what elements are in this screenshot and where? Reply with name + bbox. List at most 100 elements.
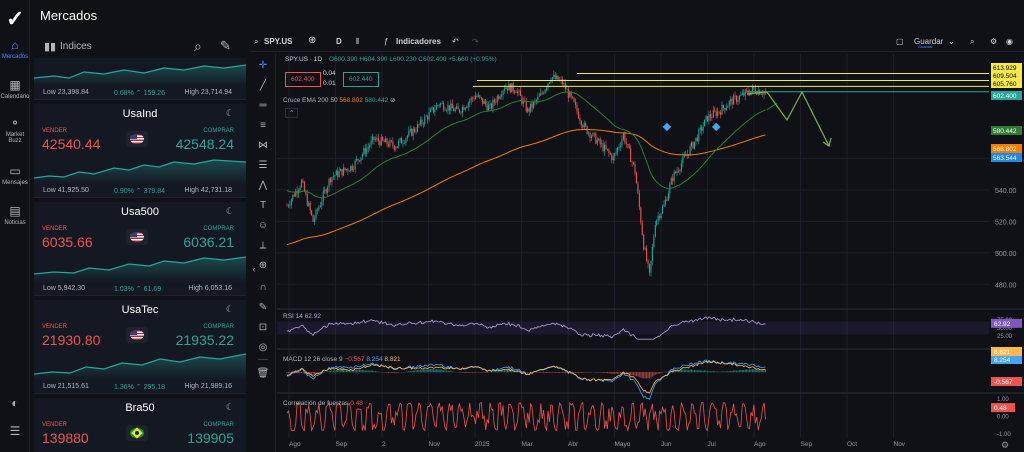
candle-body: [498, 96, 500, 99]
candle-body: [698, 129, 700, 142]
market-card-usaind[interactable]: UsaInd ☾ VENDER COMPRAR 42540.44 42548.2…: [34, 104, 246, 198]
macd-histogram-bar: [756, 369, 758, 373]
gear-icon[interactable]: ⚙: [990, 37, 998, 46]
macd-histogram-bar: [667, 371, 669, 373]
settings-button[interactable]: ☰: [0, 424, 30, 440]
symbol-search-icon[interactable]: ⌕: [254, 37, 259, 46]
text-tool-icon[interactable]: T: [259, 200, 267, 211]
market-card-bra50[interactable]: Bra50 ☾ VENDER COMPRAR 139880 139905: [34, 398, 246, 452]
collapse-panel-icon[interactable]: ‹: [252, 264, 256, 274]
candle-body: [566, 89, 568, 90]
buy-price-button[interactable]: 139905: [187, 430, 234, 446]
macd-histogram-bar: [538, 372, 540, 373]
macd-histogram-bar: [698, 370, 700, 373]
measure-icon[interactable]: ⟂: [259, 240, 267, 251]
chart-canvas[interactable]: 480.00500.00520.00540.00560.00613.929609…: [277, 54, 1024, 452]
macd-histogram-bar: [377, 371, 379, 373]
channel-icon[interactable]: ≡: [260, 120, 266, 131]
eye-icon[interactable]: ◎: [258, 342, 268, 353]
save-button[interactable]: Guardar: [914, 37, 944, 46]
macd-histogram-bar: [712, 371, 714, 373]
sell-price-button[interactable]: 139880: [42, 430, 89, 446]
macd-tag: [991, 347, 1022, 356]
macd-histogram-bar: [328, 370, 330, 373]
ema-cross-marker: [711, 122, 721, 132]
macd-histogram-bar: [412, 370, 414, 373]
symbol-selector[interactable]: SPY.US: [264, 37, 293, 46]
sell-box[interactable]: 602.400: [285, 72, 321, 87]
stay-drawing-icon[interactable]: ✎: [258, 302, 268, 313]
chart-type-candles-icon[interactable]: ⫴: [356, 37, 360, 46]
emoji-icon[interactable]: ☺: [257, 220, 269, 231]
sell-price-button[interactable]: 42540.44: [42, 136, 101, 152]
price-chart[interactable]: 480.00500.00520.00540.00560.00613.929609…: [277, 54, 1024, 452]
trend-line-icon[interactable]: ╱: [259, 80, 267, 91]
undo-icon[interactable]: ↶: [452, 37, 459, 46]
market-card-top[interactable]: Low 23,398.84 0.68% ⌃ 159.26 High 23,714…: [34, 58, 246, 100]
x-tick-label: Nov: [894, 441, 906, 448]
sell-price-button[interactable]: 6035.66: [42, 234, 93, 250]
candle-body: [440, 103, 442, 106]
chart-toolbar: ⌕ SPY.US ⊕ D ⫴ ƒ Indicadores ↶ ↷ ▢ Guard…: [250, 34, 1024, 52]
pattern-icon[interactable]: ⋀: [258, 180, 268, 191]
buy-price-button[interactable]: 42548.24: [175, 136, 234, 152]
add-symbol-icon[interactable]: ⊕: [308, 35, 317, 46]
rail-item-market-buzz[interactable]: ⚬ Market Buzz: [0, 116, 30, 144]
rail-item-mercados[interactable]: ⌂ Mercados: [1, 38, 29, 60]
candle-body: [701, 127, 703, 131]
macd-histogram-bar: [753, 369, 755, 373]
sell-price-button[interactable]: 21930.80: [42, 332, 101, 348]
category-label[interactable]: Indices: [60, 41, 92, 52]
candle-body: [380, 136, 382, 146]
candle-body: [644, 248, 646, 250]
market-card-usa500[interactable]: Usa500 ☾ VENDER COMPRAR 6035.66 6036.21 …: [34, 202, 246, 296]
zoom-in-icon[interactable]: ⊕: [258, 260, 268, 271]
macd-histogram-bar: [459, 372, 461, 373]
chevron-down-icon[interactable]: ⌄: [948, 37, 955, 46]
legend-collapse-icon[interactable]: ⌃: [285, 108, 299, 118]
candle-body: [721, 105, 723, 115]
interval-selector[interactable]: D: [336, 37, 342, 46]
quick-search-icon[interactable]: ⌕: [970, 37, 975, 46]
brand-logo-icon[interactable]: ✓: [6, 6, 25, 31]
redo-icon[interactable]: ↷: [472, 37, 479, 46]
buy-box[interactable]: 602.440: [343, 72, 379, 87]
crosshair-icon[interactable]: ✛: [258, 60, 268, 71]
trash-icon[interactable]: 🗑: [256, 368, 270, 379]
candle-body: [714, 110, 716, 112]
rail-item-calendario[interactable]: ▦ Calendario: [0, 78, 30, 100]
us-flag-icon: [126, 327, 148, 343]
lock-icon[interactable]: ⊡: [258, 322, 268, 333]
macd-histogram-bar: [351, 369, 353, 373]
layout-icon[interactable]: ▢: [896, 37, 904, 46]
macd-histogram-bar: [314, 372, 316, 375]
macd-histogram-bar: [656, 372, 658, 375]
camera-icon[interactable]: ◉: [1006, 37, 1013, 46]
horizontal-line-icon[interactable]: ═: [259, 100, 267, 111]
macd-histogram-bar: [466, 372, 468, 373]
pitchfork-icon[interactable]: ⋈: [258, 140, 268, 151]
theme-toggle[interactable]: ◐: [0, 396, 30, 412]
candle-body: [356, 158, 358, 161]
indicators-button[interactable]: Indicadores: [396, 37, 441, 46]
candle-body: [682, 156, 684, 164]
fib-retracement-icon[interactable]: ☰: [258, 160, 268, 171]
search-icon[interactable]: ⌕: [194, 38, 202, 54]
macd-histogram-bar: [477, 372, 479, 373]
macd-histogram-bar: [573, 372, 575, 373]
candle-body: [506, 87, 508, 91]
edit-icon[interactable]: ✎: [220, 38, 231, 53]
candle-body: [609, 152, 611, 155]
candle-body: [319, 205, 321, 208]
indicators-icon[interactable]: ƒ: [384, 37, 389, 46]
candle-body: [406, 135, 408, 139]
macd-histogram-bar: [408, 371, 410, 373]
macd-histogram-bar: [577, 372, 579, 374]
magnet-icon[interactable]: ∩: [259, 282, 267, 293]
buy-price-button[interactable]: 21935.22: [175, 332, 234, 348]
buy-price-button[interactable]: 6036.21: [183, 234, 234, 250]
x-tick-label: Oct: [847, 441, 857, 448]
rail-item-noticias[interactable]: ▤ Noticias: [0, 204, 30, 226]
market-card-usatec[interactable]: UsaTec ☾ VENDER COMPRAR 21930.80 21935.2…: [34, 300, 246, 394]
rail-item-mensajes[interactable]: ▭ Mensajes: [0, 164, 30, 186]
